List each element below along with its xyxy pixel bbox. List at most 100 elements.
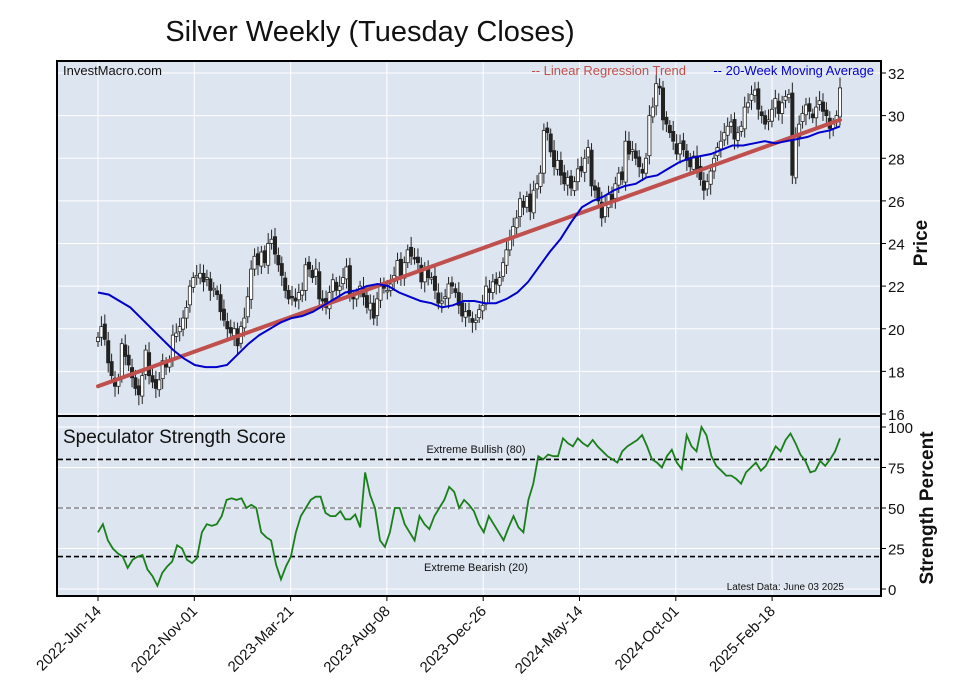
candle-body	[252, 255, 257, 270]
candle-body	[650, 106, 655, 118]
candle-body	[535, 183, 540, 190]
candle-body	[341, 277, 346, 284]
candle-body	[838, 87, 843, 118]
candle-body	[630, 149, 635, 152]
candle-body	[102, 323, 107, 340]
price-gridlines	[58, 62, 880, 416]
candle-body	[242, 317, 247, 329]
candle-body	[184, 307, 189, 319]
price-tick-label: 18	[888, 364, 905, 381]
candle-body	[742, 106, 747, 130]
candle-body	[439, 300, 444, 304]
candle-body	[174, 332, 179, 337]
candle-body	[538, 172, 543, 187]
candle-body	[351, 296, 356, 300]
speculator-score-series	[97, 424, 841, 589]
candle-body	[698, 165, 703, 180]
candle-body	[504, 249, 509, 266]
candle-body	[684, 150, 689, 161]
candle-body	[480, 304, 485, 312]
candle-body	[412, 257, 417, 260]
candle-body	[456, 292, 461, 306]
price-tick-label: 16	[888, 407, 905, 424]
candle-body	[204, 277, 209, 280]
candle-body	[763, 115, 768, 125]
candlestick-series	[96, 74, 843, 406]
score-tick-label: 25	[888, 542, 905, 559]
candle-body	[463, 311, 468, 318]
candle-body	[661, 87, 666, 121]
candle-body	[181, 317, 186, 330]
candle-body	[790, 92, 795, 176]
candle-body	[330, 279, 335, 292]
candle-body	[119, 343, 124, 378]
candle-body	[337, 285, 342, 291]
candle-body	[347, 265, 352, 296]
candle-body	[225, 321, 230, 330]
candle-body	[558, 159, 563, 176]
candle-body	[320, 298, 325, 302]
candle-body	[487, 288, 492, 293]
candle-body	[140, 375, 145, 397]
candle-body	[218, 294, 223, 313]
candle-body	[494, 278, 499, 285]
candle-body	[674, 143, 679, 155]
regression-trend	[96, 117, 842, 389]
trend-line	[96, 117, 842, 389]
candle-body	[824, 109, 829, 117]
candle-body	[147, 352, 152, 377]
candle-body	[807, 103, 812, 112]
candle-body	[249, 268, 254, 300]
candle-body	[177, 326, 182, 333]
candle-body	[313, 268, 318, 277]
moving-average-line	[97, 125, 841, 369]
candle-body	[586, 147, 591, 158]
candle-body	[681, 140, 686, 151]
price-axis: 16 18 20 22 24 26 28 30 32	[881, 66, 905, 424]
candle-body	[415, 256, 420, 264]
candle-body	[769, 108, 774, 122]
ma-legend: -- 20-Week Moving Average	[713, 63, 874, 78]
candle-body	[317, 271, 322, 300]
candle-body	[449, 282, 454, 287]
score-tick-label: 50	[888, 501, 905, 518]
score-axis: 0 25 50 75 100	[881, 420, 913, 599]
candle-body	[623, 140, 628, 183]
candle-body	[739, 125, 744, 132]
candle-body	[725, 125, 730, 136]
candle-body	[603, 204, 608, 218]
candle-body	[541, 130, 546, 174]
candle-body	[708, 170, 713, 185]
price-tick-label: 24	[888, 237, 905, 254]
candle-body	[286, 289, 291, 300]
date-tick-label: 2022-Jun-14	[33, 603, 105, 675]
price-tick-label: 22	[888, 279, 905, 296]
score-axis-label: Strength Percent	[917, 431, 938, 585]
candle-body	[334, 281, 339, 291]
candle-body	[579, 165, 584, 172]
candle-body	[310, 269, 315, 279]
candle-body	[735, 132, 740, 141]
candle-body	[215, 290, 220, 296]
candle-body	[133, 377, 138, 389]
candle-body	[228, 327, 233, 334]
candle-body	[640, 168, 645, 174]
candle-body	[187, 285, 192, 306]
candle-body	[786, 93, 791, 99]
candle-body	[695, 155, 700, 170]
candle-body	[626, 140, 631, 155]
candle-body	[820, 101, 825, 112]
candle-body	[303, 264, 308, 291]
candle-body	[555, 159, 560, 170]
candle-body	[191, 277, 196, 288]
score-panel-label: Speculator Strength Score	[63, 427, 286, 448]
score-line	[97, 424, 841, 589]
candle-body	[99, 326, 104, 338]
candle-body	[637, 156, 642, 168]
candle-body	[620, 171, 625, 180]
candle-body	[371, 302, 376, 319]
candle-body	[276, 255, 281, 266]
candle-body	[259, 251, 264, 267]
candle-body	[290, 295, 295, 299]
candle-body	[157, 379, 162, 391]
